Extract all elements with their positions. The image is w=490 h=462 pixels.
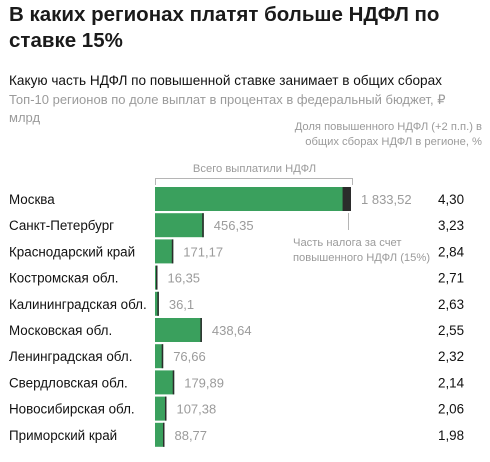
increased-part-leader-line	[348, 213, 349, 230]
total-value-label: 179,89	[184, 375, 224, 390]
increased-part-bar	[156, 265, 158, 290]
share-value-label: 3,23	[438, 218, 464, 233]
category-label: Костромская обл.	[9, 271, 119, 286]
increased-part-bar	[342, 187, 351, 211]
total-value-label: 107,38	[176, 402, 216, 417]
total-value-label: 171,17	[183, 244, 223, 259]
category-label: Краснодарский край	[9, 244, 135, 259]
total-bar	[155, 422, 165, 447]
chart-title: В каких регионах платят больше НДФЛ по с…	[9, 3, 440, 52]
chart-caption: Топ-10 регионов по доле выплат в процент…	[9, 92, 446, 125]
category-label: Новосибирская обл.	[9, 402, 135, 417]
increased-part-bar	[164, 396, 167, 421]
total-value-label: 438,64	[212, 323, 252, 338]
increased-part-bar	[172, 370, 175, 395]
total-tax-bracket	[155, 178, 353, 185]
category-label: Свердловская обл.	[9, 375, 128, 390]
chart-subtitle: Какую часть НДФЛ по повышенной ставке за…	[9, 73, 442, 88]
increased-part-bar	[157, 291, 159, 316]
increased-part-bar	[161, 344, 164, 369]
total-bar	[155, 187, 351, 211]
increased-part-bar	[162, 422, 165, 447]
share-value-label: 4,30	[438, 192, 464, 207]
total-bar	[155, 291, 159, 316]
share-value-label: 2,84	[438, 244, 465, 259]
category-label: Ленинградская обл.	[9, 349, 132, 364]
category-label: Санкт-Петербург	[9, 218, 114, 233]
category-label: Калининградская обл.	[9, 297, 147, 312]
share-value-label: 2,71	[438, 271, 464, 286]
share-value-label: 1,98	[438, 428, 464, 443]
share-value-label: 2,06	[438, 402, 464, 417]
share-value-label: 2,32	[438, 349, 464, 364]
category-label: Московская обл.	[9, 323, 112, 338]
total-value-label: 16,35	[168, 271, 201, 286]
total-bar	[155, 370, 175, 395]
increased-part-bar	[200, 318, 202, 342]
category-label: Москва	[9, 192, 55, 207]
total-value-label: 36,1	[169, 297, 194, 312]
total-value-label: 456,35	[214, 218, 254, 233]
increased-part-bar	[202, 213, 204, 238]
increased-part-note: Часть налога за счет повышенного НДФЛ (1…	[293, 237, 431, 264]
total-value-label: 88,77	[174, 428, 207, 443]
category-label: Приморский край	[9, 428, 117, 443]
total-bar	[155, 396, 167, 421]
total-tax-note: Всего выплатили НДФЛ	[192, 163, 317, 175]
total-value-label: 1 833,52	[361, 192, 412, 207]
share-column-note: Доля повышенного НДФЛ (+2 п.п.) в общих …	[294, 121, 482, 148]
share-value-label: 2,63	[438, 297, 464, 312]
total-bar	[155, 213, 204, 238]
share-value-label: 2,55	[438, 323, 464, 338]
increased-part-bar	[171, 239, 174, 264]
total-bar	[155, 344, 164, 369]
share-value-label: 2,14	[438, 375, 465, 390]
total-bar	[155, 239, 174, 264]
total-bar	[155, 318, 202, 342]
total-value-label: 76,66	[173, 349, 206, 364]
